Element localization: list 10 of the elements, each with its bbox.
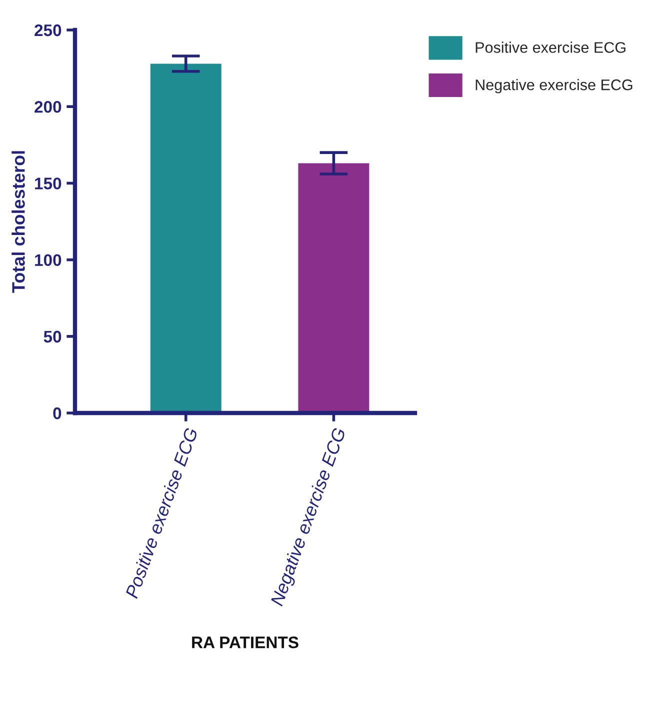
y-tick-label: 0 xyxy=(53,407,62,420)
y-tick-label: 200 xyxy=(34,101,62,113)
legend-label: Positive exercise ECG xyxy=(476,42,626,53)
x-axis-title: RA PATIENTS xyxy=(192,636,298,648)
y-tick-label: 250 xyxy=(34,24,62,36)
y-tick-label: 100 xyxy=(35,254,62,266)
y-tick-label: 50 xyxy=(44,330,62,343)
y-tick-label: 150 xyxy=(35,178,62,190)
legend-label: Negative exercise ECG xyxy=(476,79,632,94)
y-axis-title: Total cholesterol xyxy=(12,151,25,293)
